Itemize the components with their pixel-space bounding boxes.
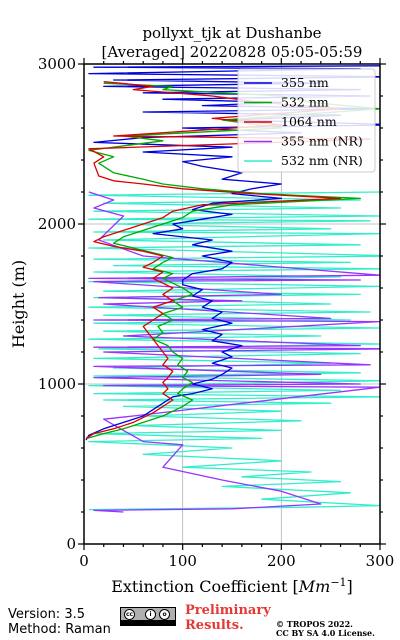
extinction-profile-chart: pollyxt_tjk at Dushanbe [Averaged] 20220… <box>9 24 395 596</box>
legend-label-532-nm: 532 nm <box>281 95 329 110</box>
chart-title-line-2: [Averaged] 20220828 05:05-05:59 <box>102 43 363 61</box>
series-line-532-nm-nr <box>88 191 380 511</box>
y-tick-label-1000: 1000 <box>38 375 76 393</box>
series-layer <box>85 65 380 513</box>
version-text: Version: 3.5 <box>8 607 85 622</box>
sa-icon: o <box>159 609 170 620</box>
series-line-1064-nm <box>85 80 371 439</box>
legend: 355 nm 532 nm 1064 nm 355 nm (NR) 532 nm (NR… <box>237 68 376 173</box>
by-icon: i <box>145 609 156 620</box>
x-axis-label-main: Extinction Coefficient [ <box>111 577 299 596</box>
legend-label-355-nm: 355 nm <box>281 75 329 90</box>
legend-label-355-nm-nr: 355 nm (NR) <box>281 134 363 149</box>
copyright-line-2: CC BY SA 4.0 License. <box>276 628 375 638</box>
legend-label-1064-nm: 1064 nm <box>281 114 337 129</box>
x-tick-label-0: 0 <box>79 552 89 570</box>
cc-license-badge: cc i o <box>120 607 176 626</box>
x-tick-label-200: 200 <box>267 552 296 570</box>
cc-icon: cc <box>124 609 135 620</box>
x-tick-label-100: 100 <box>168 552 197 570</box>
copyright-line-1: © TROPOS 2022. <box>276 619 353 629</box>
x-tick-label-300: 300 <box>366 552 395 570</box>
y-axis-label: Height (m) <box>9 260 28 348</box>
method-text: Method: Raman <box>8 622 111 637</box>
legend-label-532-nm-nr: 532 nm (NR) <box>281 153 363 168</box>
legend-box <box>237 68 376 173</box>
series-line-355-nm <box>85 65 380 441</box>
preliminary-line-1: Preliminary <box>185 603 271 618</box>
preliminary-results-note: Preliminary Results. <box>185 603 271 633</box>
copyright-note: © TROPOS 2022. CC BY SA 4.0 License. <box>276 620 375 638</box>
axis-ticks <box>78 58 386 550</box>
chart-title-line-1: pollyxt_tjk at Dushanbe <box>142 24 321 42</box>
x-axis-label-close: ] <box>347 577 353 596</box>
y-tick-label-0: 0 <box>66 535 76 553</box>
series-line-355-nm-nr <box>88 191 380 513</box>
x-axis-label-unit: Mm <box>298 577 331 596</box>
x-axis-label-exponent: −1 <box>330 576 346 589</box>
x-axis-label: Extinction Coefficient [Mm−1] <box>111 576 353 596</box>
cc-badge-strip <box>121 620 175 625</box>
y-tick-label-3000: 3000 <box>38 55 76 73</box>
y-tick-label-2000: 2000 <box>38 215 76 233</box>
preliminary-line-2: Results. <box>185 618 244 633</box>
plot-frame <box>83 63 381 545</box>
